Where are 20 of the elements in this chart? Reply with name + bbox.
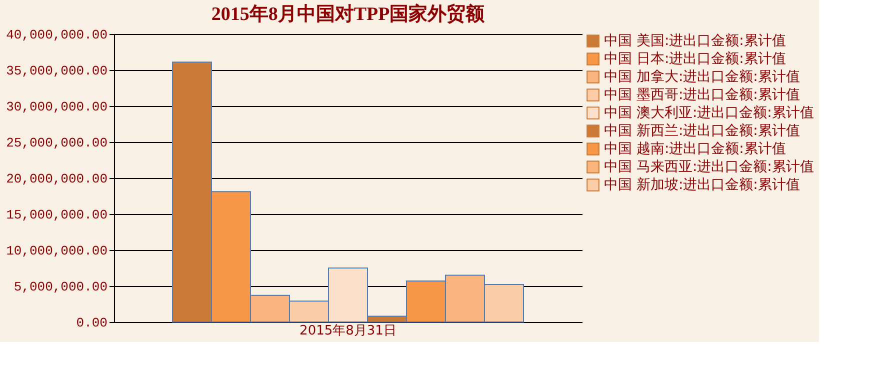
y-tick-label: 35,000,000.00 — [6, 64, 108, 78]
legend-label: 中国 越南:进出口金额:累计值 — [604, 141, 786, 157]
y-tick-label: 15,000,000.00 — [6, 208, 108, 222]
legend-label: 中国 加拿大:进出口金额:累计值 — [604, 69, 800, 85]
legend-label: 中国 日本:进出口金额:累计值 — [604, 51, 786, 67]
legend-label: 中国 新加坡:进出口金额:累计值 — [604, 177, 800, 193]
legend-label: 中国 美国:进出口金额:累计值 — [604, 33, 786, 49]
legend-label: 中国 新西兰:进出口金额:累计值 — [604, 123, 800, 139]
y-tick-label: 10,000,000.00 — [6, 244, 108, 258]
y-tick-label: 0.00 — [76, 316, 108, 330]
y-tick-label: 30,000,000.00 — [6, 100, 108, 114]
legend-label: 中国 澳大利亚:进出口金额:累计值 — [604, 105, 814, 121]
y-tick-label: 5,000,000.00 — [14, 280, 108, 294]
y-tick-label: 20,000,000.00 — [6, 172, 108, 186]
y-tick-label: 25,000,000.00 — [6, 136, 108, 150]
legend-label: 中国 墨西哥:进出口金额:累计值 — [604, 87, 800, 103]
chart-title: 2015年8月中国对TPP国家外贸额 — [211, 3, 486, 25]
legend-label: 中国 马来西亚:进出口金额:累计值 — [604, 159, 814, 175]
y-tick-label: 40,000,000.00 — [6, 28, 108, 42]
x-tick-label: 2015年8月31日 — [300, 324, 396, 338]
